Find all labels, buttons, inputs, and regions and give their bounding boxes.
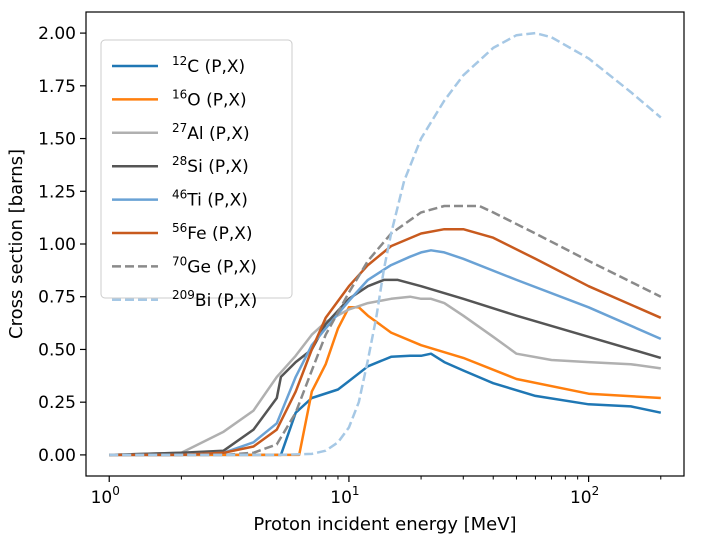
x-tick-base: 10 xyxy=(91,488,113,508)
series-line-al xyxy=(109,295,661,457)
legend-reaction: (P,X) xyxy=(202,191,248,211)
legend-reaction: (P,X) xyxy=(204,124,250,144)
legend-label-ti: 46Ti (P,X) xyxy=(172,188,248,211)
legend-label-o: 16O (P,X) xyxy=(172,87,247,110)
y-tick-label: 0.50 xyxy=(38,340,76,360)
legend-element: Al xyxy=(187,124,203,144)
legend-element: Bi xyxy=(195,291,211,311)
y-tick-label: 1.50 xyxy=(38,130,76,150)
x-tick-base: 10 xyxy=(570,488,592,508)
legend-element: Ti xyxy=(186,191,202,211)
legend-label-al: 27Al (P,X) xyxy=(172,121,250,144)
legend-mass-number: 46 xyxy=(172,188,187,202)
legend-element: Si xyxy=(187,157,203,177)
series-line-ge xyxy=(109,204,662,457)
legend-element: Fe xyxy=(187,224,206,244)
legend-label-bi: 209Bi (P,X) xyxy=(172,288,257,311)
x-tick-base: 10 xyxy=(330,488,352,508)
legend-reaction: (P,X) xyxy=(199,57,245,77)
y-tick-label: 1.00 xyxy=(38,235,76,255)
legend-mass-number: 27 xyxy=(172,121,187,135)
legend-reaction: (P,X) xyxy=(211,257,257,277)
legend-mass-number: 209 xyxy=(172,288,195,302)
legend-element: O xyxy=(187,90,200,110)
x-tick-exponent: 0 xyxy=(112,484,120,498)
legend-mass-number: 56 xyxy=(172,221,187,235)
legend-label-fe: 56Fe (P,X) xyxy=(172,221,253,244)
x-tick-label: 102 xyxy=(570,484,599,508)
legend-element: Ge xyxy=(187,257,211,277)
legend-element: C xyxy=(187,57,199,77)
y-axis-label: Cross section [barns] xyxy=(6,149,27,339)
legend-mass-number: 16 xyxy=(172,87,187,101)
legend-mass-number: 28 xyxy=(172,154,187,168)
legend-reaction: (P,X) xyxy=(207,224,253,244)
y-tick-label: 0.25 xyxy=(38,393,76,413)
y-tick-label: 1.75 xyxy=(38,77,76,97)
y-tick-label: 0.75 xyxy=(38,288,76,308)
x-axis-label: Proton incident energy [MeV] xyxy=(253,514,516,535)
legend-reaction: (P,X) xyxy=(201,90,247,110)
y-tick-label: 1.25 xyxy=(38,182,76,202)
series-line-ti xyxy=(109,249,662,457)
legend-reaction: (P,X) xyxy=(211,291,257,311)
legend-label-c: 12C (P,X) xyxy=(172,54,245,77)
series-line-bi xyxy=(109,31,662,457)
legend-mass-number: 12 xyxy=(172,54,187,68)
legend: 12C (P,X)16O (P,X)27Al (P,X)28Si (P,X)46… xyxy=(100,39,293,311)
legend-mass-number: 70 xyxy=(172,254,187,268)
x-tick-exponent: 1 xyxy=(352,484,360,498)
x-tick-label: 100 xyxy=(91,484,120,508)
y-tick-label: 0.00 xyxy=(38,446,76,466)
x-tick-label: 101 xyxy=(330,484,359,508)
x-tick-exponent: 2 xyxy=(592,484,600,498)
legend-label-si: 28Si (P,X) xyxy=(172,154,249,177)
y-tick-label: 2.00 xyxy=(38,24,76,44)
series-layer xyxy=(109,31,662,457)
legend-reaction: (P,X) xyxy=(203,157,249,177)
legend-label-ge: 70Ge (P,X) xyxy=(172,254,257,277)
